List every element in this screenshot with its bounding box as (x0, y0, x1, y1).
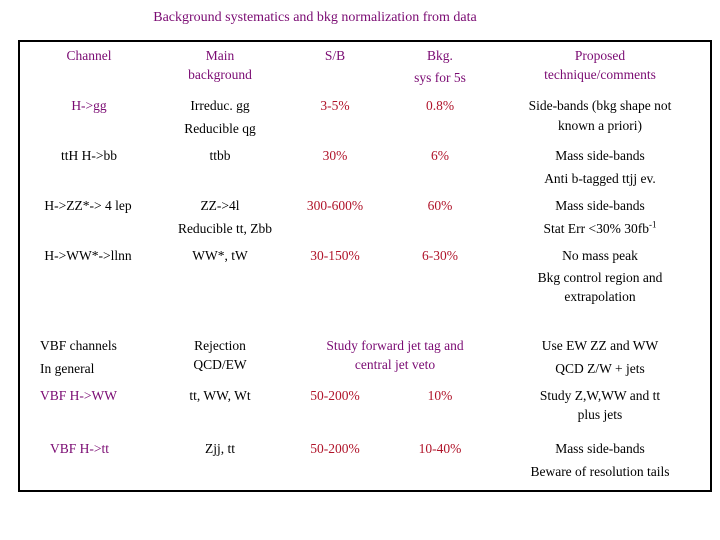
header-proposed-line2: technique/comments (544, 67, 656, 82)
row5-comment-line1: Use EW ZZ and WW (541, 338, 659, 353)
row5-channel-line2: In general (40, 361, 95, 376)
row6-main-line1: tt, WW, Wt (189, 388, 251, 403)
row7-sb: 50-200% (310, 441, 360, 456)
header-channel: Channel (66, 48, 112, 63)
row1-main-line1: Irreduc. gg (190, 98, 250, 113)
row3-main-line1: ZZ->4l (200, 198, 240, 213)
row1-comment-line1: Side-bands (bkg shape not (528, 98, 672, 113)
row3-comment-line1: Mass side-bands (555, 198, 645, 213)
row3-main-line2: Reducible tt, Zbb (177, 221, 273, 236)
row4-comment-line2: Bkg control region and (537, 270, 663, 285)
row2-main-line1: ttbb (209, 148, 231, 163)
row1-main-line2: Reducible qg (184, 121, 256, 136)
header-bkg-line2: sys for 5s (414, 70, 466, 85)
row2-comment-line2: Anti b-tagged ttjj ev. (544, 171, 656, 186)
row7-comment-line2: Beware of resolution tails (530, 464, 670, 479)
row3-channel: H->ZZ*-> 4 lep (44, 198, 132, 213)
row1-comment-line2: known a priori) (558, 118, 642, 133)
row7-comment-line1: Mass side-bands (555, 441, 645, 456)
row1-bkg: 0.8% (425, 98, 455, 113)
header-sb: S/B (324, 48, 346, 63)
row5-main-line2: QCD/EW (193, 357, 247, 372)
page-title: Background systematics and bkg normaliza… (153, 10, 477, 25)
row5-study-line2: central jet veto (354, 357, 436, 372)
row4-bkg: 6-30% (422, 248, 458, 263)
header-bkg-line1: Bkg. (427, 48, 453, 63)
row4-main-line1: WW*, tW (192, 248, 248, 263)
header-proposed-line1: Proposed (574, 48, 626, 63)
row2-bkg: 6% (431, 148, 449, 163)
row2-sb: 30% (322, 148, 348, 163)
row2-channel: ttH H->bb (61, 148, 117, 163)
row3-comment-line2: Stat Err <30% 30fb-1 (505, 218, 695, 239)
row5-comment-line2: QCD Z/W + jets (555, 361, 645, 376)
row2-comment-line1: Mass side-bands (555, 148, 645, 163)
row5-channel-line1: VBF channels (40, 338, 117, 353)
table-frame (18, 40, 712, 492)
row4-sb: 30-150% (310, 248, 360, 263)
row5-study-line1: Study forward jet tag and (326, 338, 464, 353)
row3-sb: 300-600% (306, 198, 364, 213)
row5-main-line1: Rejection (194, 338, 246, 353)
row1-sb: 3-5% (320, 98, 350, 113)
row3-bkg: 60% (427, 198, 453, 213)
row4-channel: H->WW*->llnn (44, 248, 132, 263)
row4-comment-line3: extrapolation (564, 289, 636, 304)
row4-comment-line1: No mass peak (562, 248, 638, 263)
row6-sb: 50-200% (310, 388, 360, 403)
header-main-background-line1: Main (205, 48, 235, 63)
row6-comment-line2: plus jets (577, 407, 623, 422)
row7-channel: VBF H->tt (50, 441, 109, 456)
row6-bkg: 10% (427, 388, 453, 403)
row7-main-line1: Zjj, tt (205, 441, 235, 456)
row6-comment-line1: Study Z,W,WW and tt (539, 388, 661, 403)
row1-channel: H->gg (71, 98, 107, 113)
row7-bkg: 10-40% (418, 441, 462, 456)
row3-comment-line2-text: Stat Err <30% 30fb (543, 221, 649, 236)
row6-channel: VBF H->WW (40, 388, 117, 403)
row3-comment-superscript: -1 (648, 219, 657, 230)
header-main-background-line2: background (188, 67, 252, 82)
